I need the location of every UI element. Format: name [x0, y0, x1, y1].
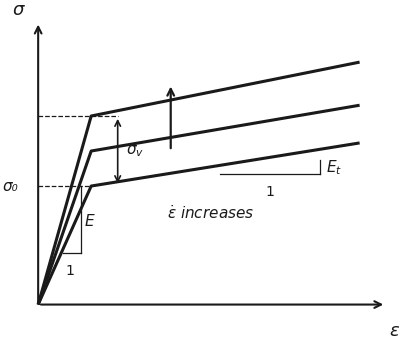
Text: 1: 1	[65, 264, 74, 278]
Text: σ₀: σ₀	[2, 179, 18, 194]
Text: E: E	[84, 213, 94, 228]
Text: σ: σ	[12, 1, 24, 19]
Text: 1: 1	[266, 185, 274, 199]
Text: $\dot{\varepsilon}$ increases: $\dot{\varepsilon}$ increases	[167, 204, 254, 222]
Text: $E_t$: $E_t$	[326, 158, 343, 176]
Text: ε: ε	[390, 322, 399, 340]
Text: $\sigma_v$: $\sigma_v$	[126, 143, 144, 159]
